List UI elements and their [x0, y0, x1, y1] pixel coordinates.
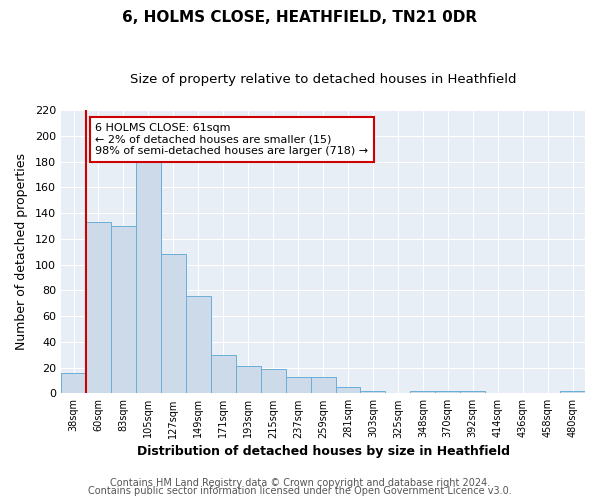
Bar — [260, 369, 286, 394]
Text: Contains public sector information licensed under the Open Government Licence v3: Contains public sector information licen… — [88, 486, 512, 496]
Text: 6, HOLMS CLOSE, HEATHFIELD, TN21 0DR: 6, HOLMS CLOSE, HEATHFIELD, TN21 0DR — [122, 10, 478, 25]
Bar — [286, 376, 311, 394]
Bar — [61, 372, 86, 394]
Bar — [361, 390, 385, 394]
Text: Contains HM Land Registry data © Crown copyright and database right 2024.: Contains HM Land Registry data © Crown c… — [110, 478, 490, 488]
Bar — [211, 354, 236, 394]
X-axis label: Distribution of detached houses by size in Heathfield: Distribution of detached houses by size … — [137, 444, 509, 458]
Bar — [136, 156, 161, 394]
Bar — [410, 390, 436, 394]
Bar — [436, 390, 460, 394]
Bar — [560, 390, 585, 394]
Bar — [161, 254, 186, 394]
Bar — [311, 376, 335, 394]
Title: Size of property relative to detached houses in Heathfield: Size of property relative to detached ho… — [130, 72, 516, 86]
Bar — [460, 390, 485, 394]
Y-axis label: Number of detached properties: Number of detached properties — [15, 154, 28, 350]
Bar — [186, 296, 211, 394]
Text: 6 HOLMS CLOSE: 61sqm
← 2% of detached houses are smaller (15)
98% of semi-detach: 6 HOLMS CLOSE: 61sqm ← 2% of detached ho… — [95, 123, 368, 156]
Bar — [236, 366, 260, 394]
Bar — [86, 222, 111, 394]
Bar — [335, 387, 361, 394]
Bar — [111, 226, 136, 394]
